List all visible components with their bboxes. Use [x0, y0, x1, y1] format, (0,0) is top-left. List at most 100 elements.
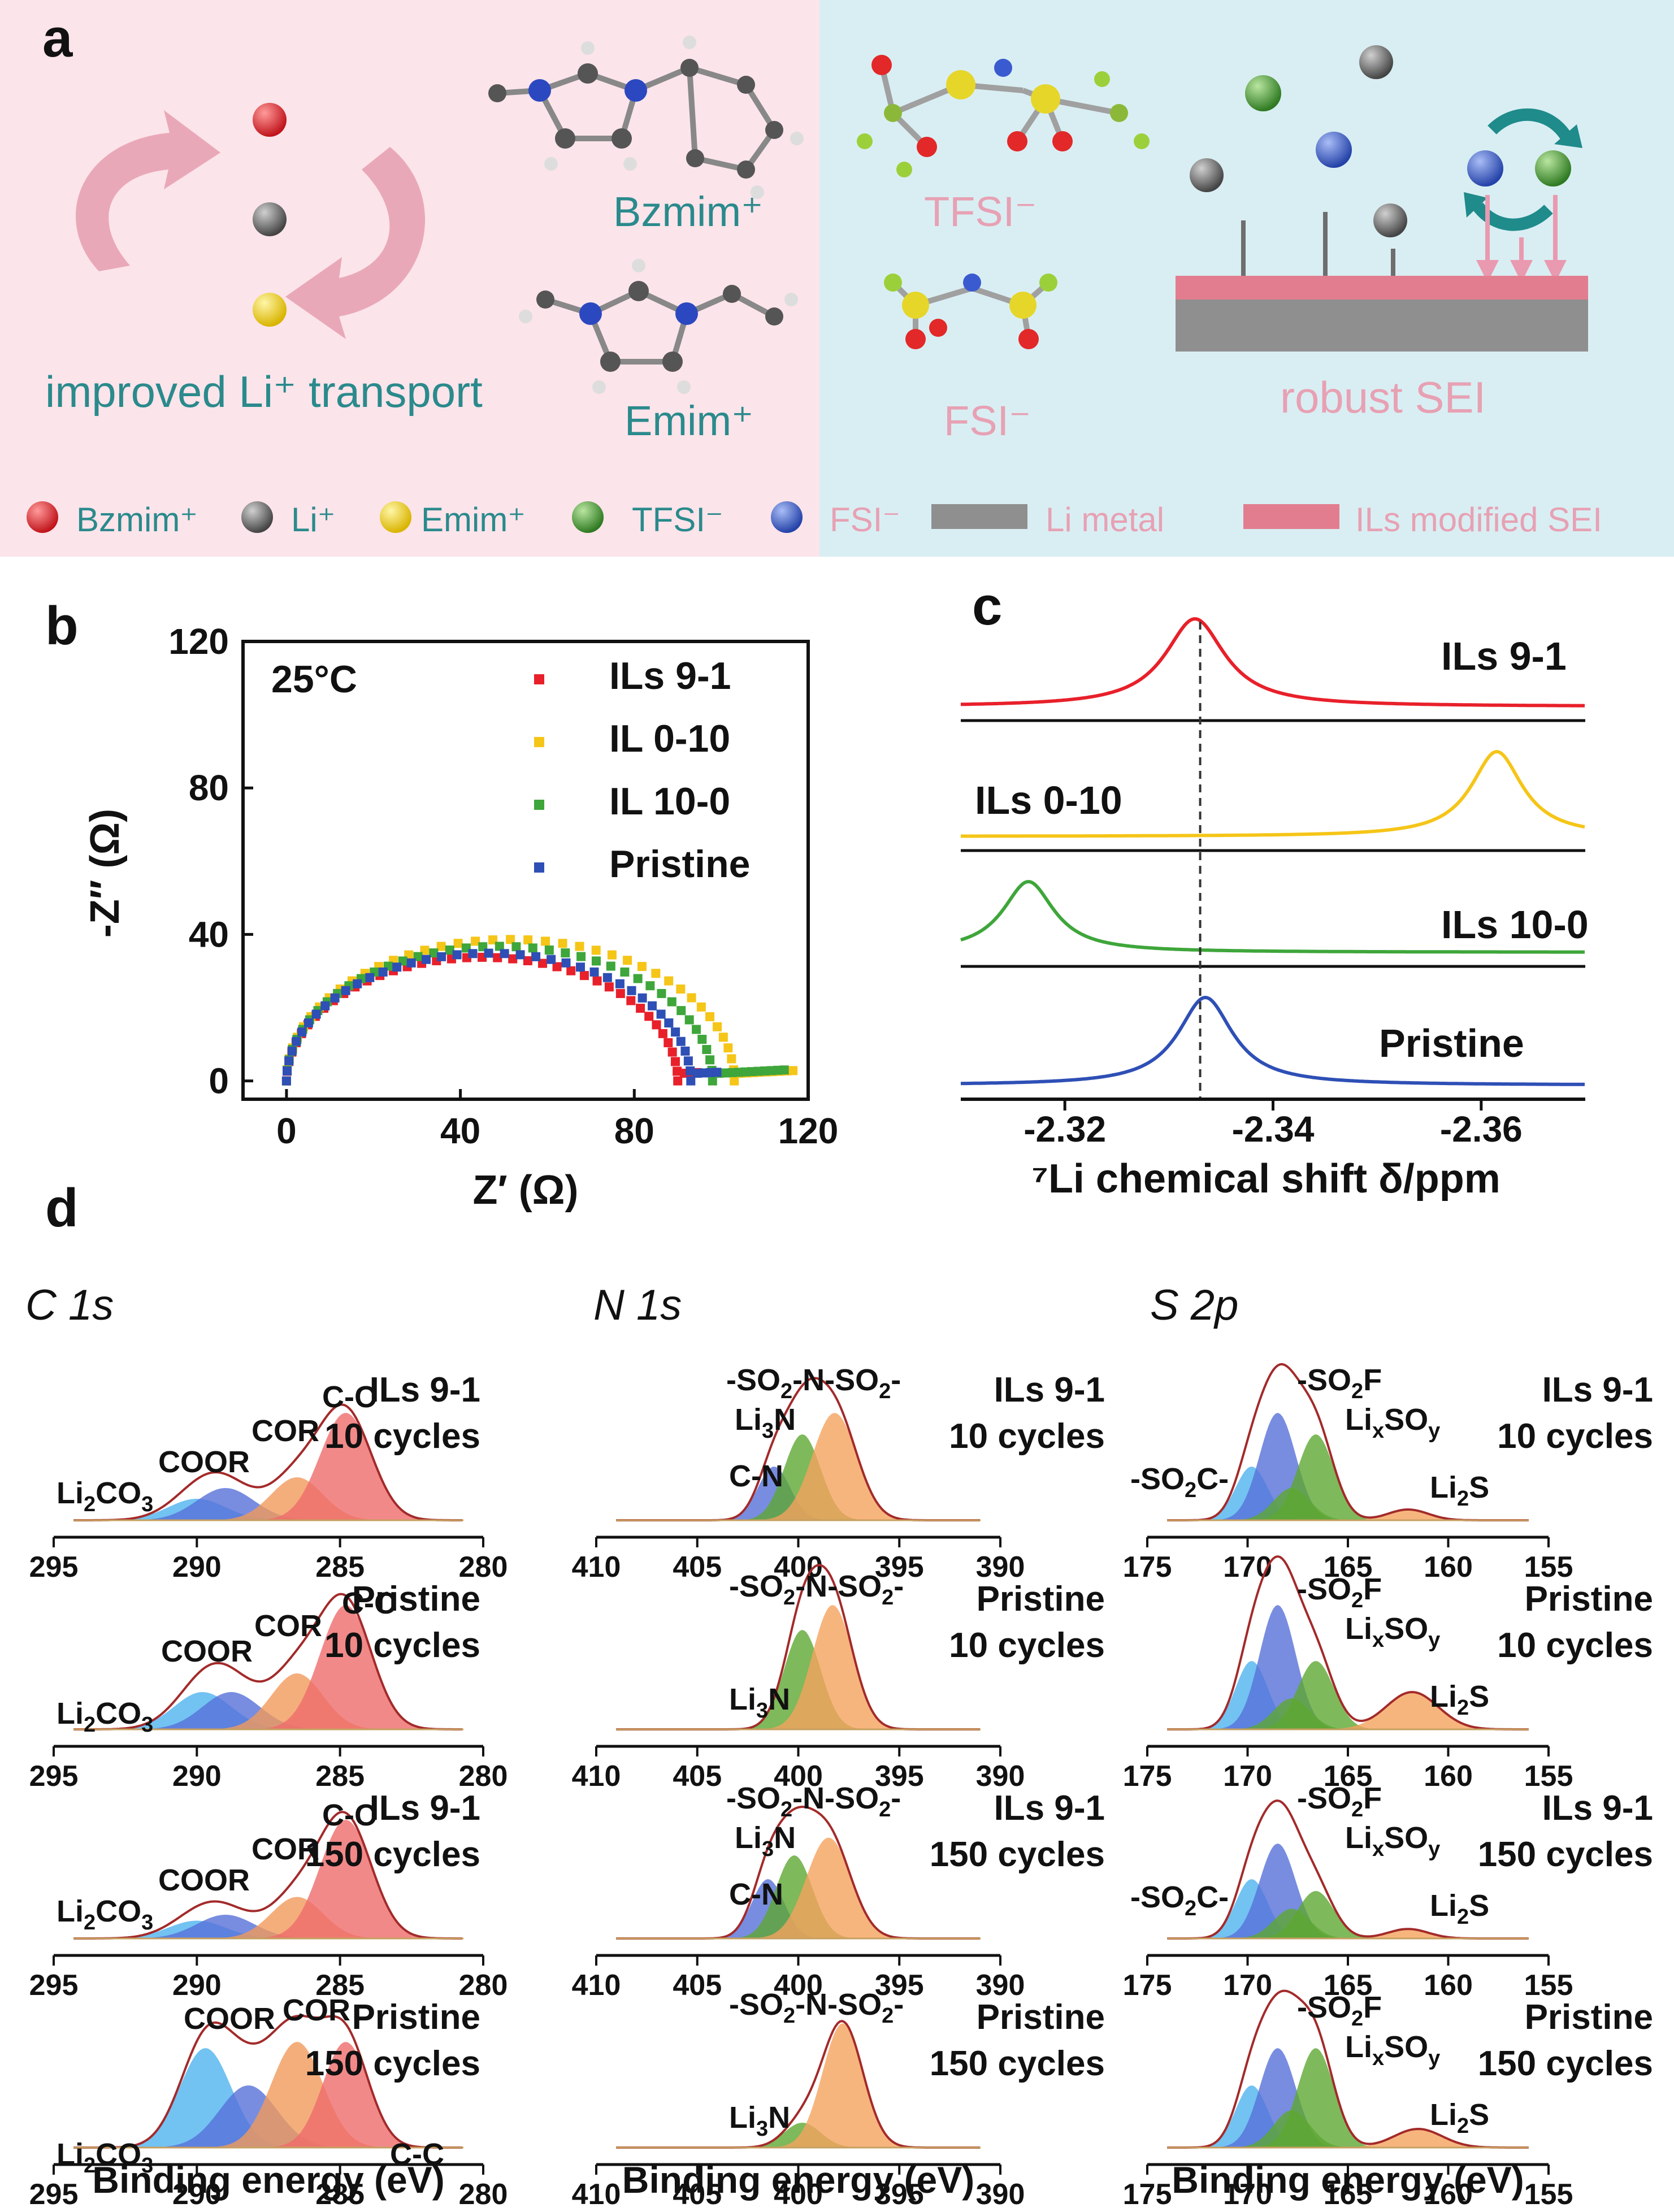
- panel-b-x-tick-label: 120: [778, 1111, 839, 1151]
- data-point: [523, 935, 533, 945]
- spectrum-ils-10-0: [960, 879, 1585, 954]
- data-point: [658, 1029, 667, 1038]
- xps-x-tick-label: 395: [875, 1551, 924, 1584]
- xps-x-axis-label: Binding energy (eV): [1172, 2159, 1524, 2201]
- panel-b-letter: b: [45, 596, 79, 656]
- xps-cycles-label: 10 cycles: [949, 1417, 1105, 1456]
- xps-cycles-label: 10 cycles: [1497, 1626, 1653, 1665]
- xps-x-tick-label: 285: [315, 1969, 365, 2002]
- data-point: [667, 997, 676, 1007]
- robust-sei-label: robust SEI: [1280, 372, 1486, 422]
- xps-cycles-label: 150 cycles: [305, 1835, 480, 1874]
- xps-x-tick-label: 175: [1123, 1969, 1172, 2002]
- legend-li-label: Li⁺: [291, 501, 335, 539]
- xps-x-tick-label: 285: [315, 1760, 365, 1793]
- panel-b-y-tick-label: 40: [189, 914, 229, 955]
- peak-label: C-C: [342, 1586, 396, 1620]
- xps-x-tick-label: 390: [976, 1551, 1025, 1584]
- legend-li-metal-swatch: [931, 504, 1027, 529]
- xps-component-peak: [73, 1413, 463, 1520]
- li-ion-icon: [253, 202, 287, 236]
- xps-x-tick-label: 165: [1324, 2178, 1373, 2211]
- data-point: [708, 1076, 717, 1086]
- xps-envelope: [1167, 1555, 1529, 1730]
- data-point: [627, 986, 636, 995]
- xps-x-tick-label: 160: [1424, 2178, 1473, 2211]
- data-point: [292, 1036, 301, 1046]
- data-point: [591, 956, 601, 966]
- legend-tfsi-icon: [572, 501, 604, 533]
- data-point: [561, 948, 570, 958]
- xps-x-tick-label: 175: [1123, 2178, 1172, 2211]
- data-point: [615, 979, 625, 988]
- xps-x-axis-label: Binding energy (eV): [622, 2159, 974, 2201]
- legend-tfsi-label: TFSI⁻: [632, 501, 723, 539]
- data-point: [515, 950, 525, 960]
- xps-sample-label: Pristine: [977, 1580, 1105, 1619]
- peak-label: -SO2F: [1297, 1781, 1382, 1821]
- panel-b-y-tick-label: 80: [189, 767, 229, 808]
- legend-label-il-10-0: IL 10-0: [609, 780, 730, 823]
- xps-component-peak: [73, 1897, 463, 1938]
- panel-b-y-axis-label: -Z″ (Ω): [83, 809, 128, 938]
- xps-x-tick-label: 170: [1223, 2178, 1272, 2211]
- data-point: [436, 942, 446, 951]
- panel-a-legend: Bzmim⁺ Li⁺ Emim⁺ TFSI⁻ FSI⁻ Li metal ILs…: [27, 501, 1602, 539]
- xps-component-peak: [73, 2048, 463, 2148]
- xps-x-tick-label: 400: [774, 2178, 823, 2211]
- data-point: [378, 967, 388, 977]
- data-point: [623, 956, 632, 965]
- data-point: [606, 961, 615, 971]
- xps-component-peak: [616, 1605, 981, 1729]
- peak-label: COOR: [158, 1445, 250, 1479]
- xps-component-peak: [1167, 1605, 1529, 1729]
- fsi-label: FSI⁻: [944, 397, 1031, 444]
- legend-li-icon: [241, 501, 273, 533]
- xps-envelope: [1167, 1989, 1529, 2149]
- data-point: [705, 1055, 715, 1065]
- data-point: [727, 1054, 736, 1064]
- data-point: [523, 956, 532, 965]
- xps-cycles-label: 10 cycles: [324, 1417, 480, 1456]
- data-point: [730, 1076, 739, 1086]
- data-point: [493, 953, 502, 962]
- xps-component-peak: [73, 2042, 463, 2148]
- data-point: [692, 1025, 701, 1034]
- xps-x-tick-label: 170: [1223, 1551, 1272, 1584]
- panel-b-temperature: 25°C: [271, 658, 357, 701]
- panel-c-x-tick-label: -2.36: [1440, 1109, 1523, 1150]
- xps-envelope: [73, 1593, 462, 1730]
- peak-label: C-N: [729, 1459, 783, 1493]
- data-point: [697, 1035, 707, 1044]
- data-point: [620, 967, 630, 977]
- data-point: [500, 949, 509, 958]
- peak-label: Li2S: [1430, 2098, 1489, 2138]
- panel-b: b 0 40 80 120 0 40 80 120 25°C ILs 9-1 IL 0-10 IL…: [45, 596, 838, 1213]
- data-point: [353, 979, 362, 988]
- xps-component-peak: [616, 1630, 981, 1729]
- fsi-molecule-icon: [884, 274, 1057, 349]
- data-point: [676, 1036, 686, 1046]
- panel-a-left-background: [0, 0, 819, 557]
- peak-label: Li2CO3: [57, 1894, 153, 1935]
- data-point: [673, 1076, 683, 1086]
- data-point: [287, 1046, 297, 1056]
- data-point: [508, 954, 518, 964]
- data-point: [637, 993, 647, 1003]
- xps-component-peak: [73, 1820, 463, 1938]
- data-point: [511, 942, 521, 952]
- data-point: [702, 1045, 712, 1055]
- panel-c-x-axis-label: ⁷Li chemical shift δ/ppm: [1031, 1156, 1500, 1202]
- cycle-arrow-top-icon: [76, 110, 220, 271]
- panel-a-letter: a: [42, 8, 73, 68]
- data-point: [589, 967, 599, 977]
- xps-sample-label: Pristine: [1525, 1998, 1653, 2037]
- xps-spectrum-s-2p-ils-9-1-150-cycles: 175 170 165 160 155 ILs 9-1 150 cycles -SO2FLix…: [1123, 1781, 1653, 2002]
- xps-envelope: [73, 2014, 462, 2149]
- data-point: [558, 939, 567, 948]
- xps-component-peak: [616, 1837, 981, 1938]
- peak-label: C-N: [729, 1877, 783, 1911]
- data-point: [615, 988, 625, 998]
- peak-label: -SO2F: [1297, 1572, 1382, 1612]
